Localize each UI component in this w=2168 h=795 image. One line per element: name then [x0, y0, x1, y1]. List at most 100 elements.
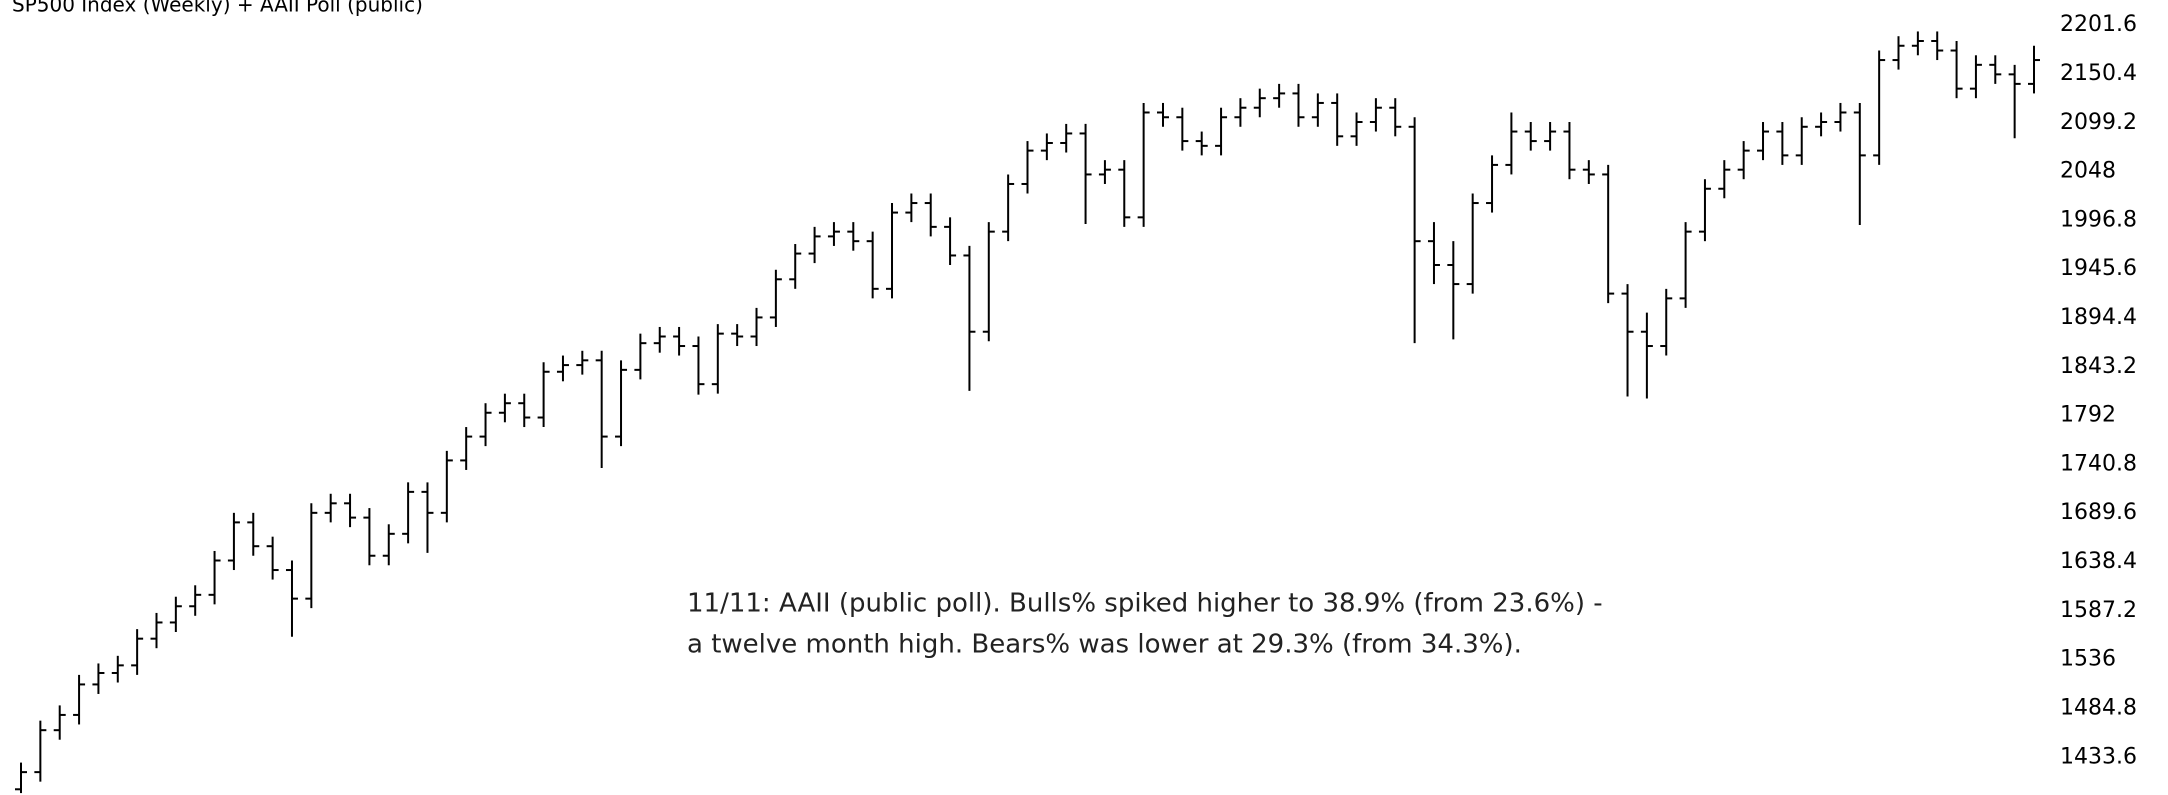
ohlc-bar: [827, 222, 840, 246]
ohlc-bar: [1389, 98, 1402, 137]
ohlc-bar: [1563, 122, 1576, 180]
ohlc-bar: [150, 612, 163, 649]
ohlc-bar: [131, 629, 144, 675]
ohlc-bar: [363, 508, 376, 566]
y-tick-label: 1638.4: [2060, 549, 2137, 574]
ohlc-bar: [769, 269, 782, 327]
ohlc-bar: [1911, 31, 1924, 56]
ohlc-bar: [1060, 123, 1073, 153]
ohlc-bar: [1660, 288, 1673, 356]
ohlc-bar: [963, 245, 976, 391]
ohlc-bar: [1098, 160, 1111, 184]
y-tick-label: 1792: [2060, 403, 2116, 428]
ohlc-bar: [1137, 102, 1150, 227]
ohlc-bar: [1079, 123, 1092, 225]
ohlc-bar: [92, 663, 105, 694]
ohlc-bar: [421, 482, 434, 553]
ohlc-bar: [402, 482, 415, 544]
ohlc-bar: [1892, 36, 1905, 70]
ohlc-bar: [1815, 112, 1828, 137]
ohlc-bar: [1544, 122, 1557, 151]
ohlc-bar: [808, 226, 821, 264]
y-tick-label: 1740.8: [2060, 451, 2137, 476]
ohlc-bar: [1234, 98, 1247, 127]
y-tick-label: 1433.6: [2060, 744, 2137, 769]
ohlc-bar: [111, 655, 124, 683]
ohlc-bar: [1698, 179, 1711, 242]
annotation: 11/11: AAII (public poll). Bulls% spiked…: [687, 589, 1603, 619]
ohlc-bar: [227, 512, 240, 571]
ohlc-bar: [1873, 50, 1886, 165]
ohlc-bar: [2008, 64, 2021, 139]
ohlc-bar: [479, 403, 492, 447]
ohlc-bar: [1040, 133, 1053, 161]
ohlc-bar: [208, 550, 221, 605]
y-tick-label: 1484.8: [2060, 695, 2137, 720]
ohlc-bar: [1273, 83, 1286, 108]
ohlc-bar: [1486, 155, 1499, 213]
ohlc-bar: [789, 244, 802, 289]
y-tick-label: 2099.2: [2060, 110, 2137, 135]
ohlc-bar: [673, 326, 686, 356]
y-tick-label: 1996.8: [2060, 207, 2137, 232]
ohlc-bar: [924, 193, 937, 237]
ohlc-bar: [731, 324, 744, 347]
y-tick-label: 1945.6: [2060, 256, 2137, 281]
ohlc-bar: [556, 355, 569, 382]
ohlc-bar: [285, 560, 298, 637]
ohlc-bar: [634, 333, 647, 380]
ohlc-bar: [189, 585, 202, 616]
ohlc-bar: [440, 450, 453, 523]
y-tick-label: 2201.6: [2060, 12, 2137, 37]
ohlc-bar: [615, 360, 628, 447]
ohlc-bar: [944, 217, 957, 265]
ohlc-bar: [1118, 160, 1131, 227]
ohlc-bar: [2028, 45, 2040, 94]
ohlc-bar: [1002, 174, 1015, 242]
ohlc-bar: [1195, 131, 1208, 156]
ohlc-bar: [1156, 102, 1169, 127]
y-tick-label: 1536: [2060, 647, 2116, 672]
ohlc-bar: [498, 393, 511, 423]
ohlc-bar: [1369, 98, 1382, 132]
ohlc-bar: [1853, 102, 1866, 225]
ohlc-bar: [53, 705, 66, 740]
ohlc-bar: [34, 720, 47, 782]
ohlc-bar: [1427, 222, 1440, 285]
ohlc-bar: [866, 231, 879, 299]
ohlc-bar: [750, 307, 763, 347]
ohlc-bar: [905, 193, 918, 223]
annotation: a twelve month high. Bears% was lower at…: [687, 630, 1522, 660]
y-tick-label: 1587.2: [2060, 598, 2137, 623]
ohlc-bar: [1292, 83, 1305, 127]
ohlc-bar: [711, 324, 724, 394]
ohlc-bar: [1969, 55, 1982, 99]
ohlc-bar: [653, 326, 666, 353]
ohlc-bar: [1253, 88, 1266, 118]
chart-title: SP500 Index (Weekly) + AAII Poll (public…: [12, 0, 423, 17]
ohlc-bar: [1602, 164, 1615, 304]
ohlc-bar: [692, 336, 705, 395]
ohlc-bar: [1795, 117, 1808, 165]
ohlc-bar: [1640, 312, 1653, 399]
ohlc-bar: [1350, 112, 1363, 146]
ohlc-bar: [1311, 93, 1324, 127]
y-tick-label: 1689.6: [2060, 500, 2137, 525]
ohlc-bar: [1408, 117, 1421, 344]
ohlc-bar: [1989, 55, 2002, 84]
ohlc-bar: [382, 524, 395, 566]
ohlc-bar: [460, 427, 473, 470]
y-tick-label: 1843.2: [2060, 354, 2137, 379]
ohlc-bar: [518, 393, 531, 428]
ohlc-bar: [1176, 107, 1189, 151]
y-tick-label: 2048: [2060, 159, 2116, 184]
ohlc-bar: [1931, 31, 1944, 61]
ohlc-bar: [1215, 107, 1228, 156]
ohlc-bar: [595, 350, 608, 469]
ohlc-bar: [1466, 193, 1479, 294]
ohlc-bar: [1950, 40, 1963, 99]
ohlc-bar: [576, 350, 589, 375]
ohlc-bar: [886, 203, 899, 299]
ohlc-bar: [15, 762, 27, 794]
